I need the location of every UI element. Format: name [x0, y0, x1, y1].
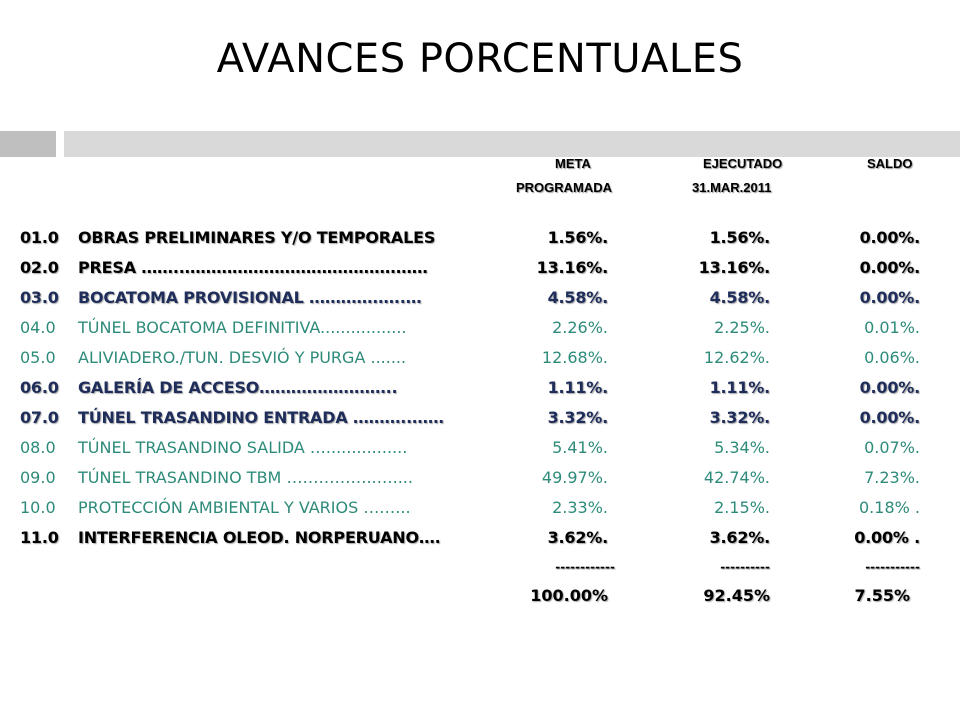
row-saldo: 0.18% .: [859, 498, 920, 517]
row-label: PRESA ……..………………………………….……: [78, 258, 428, 277]
table-row: 09.0 TÚNEL TRASANDINO TBM ……………..….... 49.…: [0, 468, 960, 492]
row-meta: 12.68%.: [541, 348, 608, 367]
header-programada: PROGRAMADA: [516, 180, 613, 195]
row-saldo: 0.01%.: [864, 318, 920, 337]
separator-meta: ------------: [555, 560, 615, 574]
row-meta: 4.58%.: [547, 288, 609, 307]
row-ejecutado: 42.74%.: [703, 468, 770, 487]
row-saldo: 0.00%.: [859, 288, 921, 307]
row-saldo: 0.00%.: [859, 258, 921, 277]
row-saldo: 0.00%.: [859, 408, 921, 427]
row-meta: 2.26%.: [552, 318, 608, 337]
row-code: 01.0: [20, 228, 59, 247]
row-saldo: 0.07%.: [864, 438, 920, 457]
row-saldo: 0.06%.: [864, 348, 920, 367]
row-label: GALERÍA DE ACCESO……………………..: [78, 378, 398, 397]
row-ejecutado: 13.16%.: [698, 258, 771, 277]
row-code: 10.0: [20, 498, 56, 517]
row-ejecutado: 1.11%.: [709, 378, 771, 397]
row-ejecutado: 1.56%.: [709, 228, 771, 247]
row-meta: 3.32%.: [547, 408, 609, 427]
total-ejecutado: 92.45%: [703, 586, 770, 605]
row-ejecutado: 12.62%.: [703, 348, 770, 367]
total-meta: 100.00%: [530, 586, 608, 605]
table-row: 10.0 PROTECCIÓN AMBIENTAL Y VARIOS ….….. 2…: [0, 498, 960, 522]
header-ejecutado: EJECUTADO: [703, 156, 783, 171]
row-ejecutado: 3.62%.: [709, 528, 771, 547]
row-meta: 2.33%.: [552, 498, 608, 517]
row-ejecutado: 3.32%.: [709, 408, 771, 427]
row-ejecutado: 2.15%.: [714, 498, 770, 517]
row-saldo: 0.00%.: [859, 378, 921, 397]
header-meta: META: [555, 156, 591, 171]
row-ejecutado: 4.58%.: [709, 288, 771, 307]
row-meta: 1.56%.: [547, 228, 609, 247]
row-code: 11.0: [20, 528, 59, 547]
row-label: INTERFERENCIA OLEOD. NORPERUANO….: [78, 528, 441, 547]
row-ejecutado: 5.34%.: [714, 438, 770, 457]
header-saldo: SALDO: [867, 156, 913, 171]
row-code: 07.0: [20, 408, 59, 427]
table-row: 02.0 PRESA ……..………………………………….…… 13.16%. 13.…: [0, 258, 960, 282]
row-label: TÚNEL TRASANDINO TBM ……………..…....: [78, 468, 413, 487]
row-label: BOCATOMA PROVISIONAL ………….…..…: [78, 288, 422, 307]
table-row: 06.0 GALERÍA DE ACCESO…………………….. 1.11%. 1.1…: [0, 378, 960, 402]
row-code: 06.0: [20, 378, 59, 397]
header-fecha: 31.MAR.2011: [692, 180, 772, 195]
total-saldo: 7.55%: [854, 586, 910, 605]
row-meta: 13.16%.: [536, 258, 609, 277]
table-row: 05.0 ALIVIADERO./TUN. DESVIÓ Y PURGA ....…: [0, 348, 960, 372]
row-ejecutado: 2.25%.: [714, 318, 770, 337]
row-code: 09.0: [20, 468, 56, 487]
row-code: 05.0: [20, 348, 56, 367]
row-code: 04.0: [20, 318, 56, 337]
row-label: OBRAS PRELIMINARES Y/O TEMPORALES: [78, 228, 436, 247]
row-meta: 1.11%.: [547, 378, 609, 397]
slide-title: AVANCES PORCENTUALES: [216, 36, 744, 82]
row-label: PROTECCIÓN AMBIENTAL Y VARIOS ….…..: [78, 498, 411, 517]
row-code: 02.0: [20, 258, 59, 277]
row-label: TÚNEL TRASANDINO SALIDA …...............…: [78, 438, 408, 457]
table-row: 11.0 INTERFERENCIA OLEOD. NORPERUANO…. 3.6…: [0, 528, 960, 552]
row-saldo: 7.23%.: [864, 468, 920, 487]
row-code: 08.0: [20, 438, 56, 457]
table-row: 07.0 TÚNEL TRASANDINO ENTRADA ………..…… 3.32…: [0, 408, 960, 432]
row-meta: 3.62%.: [547, 528, 609, 547]
row-meta: 5.41%.: [552, 438, 608, 457]
row-saldo: 0.00% .: [854, 528, 920, 547]
row-label: ALIVIADERO./TUN. DESVIÓ Y PURGA .......: [78, 348, 407, 367]
row-code: 03.0: [20, 288, 59, 307]
accent-bar: [64, 131, 960, 157]
table-row: 04.0 TÚNEL BOCATOMA DEFINITIVA...........…: [0, 318, 960, 342]
separator-ejecutado: ----------: [720, 560, 770, 574]
row-label: TÚNEL TRASANDINO ENTRADA ………..……: [78, 408, 444, 427]
table-row: 01.0 OBRAS PRELIMINARES Y/O TEMPORALES 1.5…: [0, 228, 960, 252]
separator-saldo: -----------: [865, 560, 920, 574]
row-saldo: 0.00%.: [859, 228, 921, 247]
row-label: TÚNEL BOCATOMA DEFINITIVA...............…: [78, 318, 407, 337]
table-row: 08.0 TÚNEL TRASANDINO SALIDA …...........…: [0, 438, 960, 462]
accent-block: [0, 131, 56, 157]
row-meta: 49.97%.: [541, 468, 608, 487]
table-row: 03.0 BOCATOMA PROVISIONAL ………….…..… 4.58%.…: [0, 288, 960, 312]
